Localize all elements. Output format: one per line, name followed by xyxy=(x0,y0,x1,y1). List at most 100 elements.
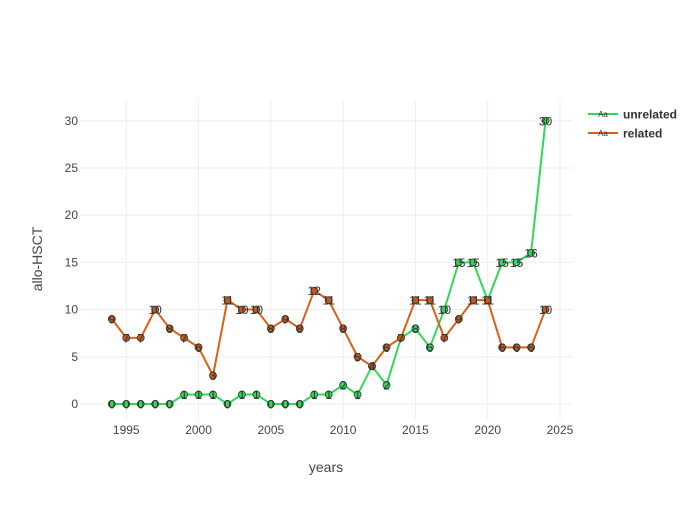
data-point-unrelated[interactable] xyxy=(209,390,217,399)
data-label-related: 11 xyxy=(221,294,234,308)
series-related xyxy=(107,286,550,380)
legend-label-related: related xyxy=(623,127,662,141)
data-point-related[interactable] xyxy=(209,371,217,380)
data-label-unrelated: 1 xyxy=(354,388,361,402)
data-label-unrelated: 0 xyxy=(296,397,303,411)
data-point-unrelated[interactable] xyxy=(223,400,232,408)
data-point-unrelated[interactable] xyxy=(107,400,116,408)
data-point-related[interactable] xyxy=(238,305,246,314)
data-point-related[interactable] xyxy=(425,296,434,305)
data-point-related[interactable] xyxy=(339,324,348,333)
data-point-related[interactable] xyxy=(498,343,507,352)
data-label-related: 11 xyxy=(322,294,335,308)
data-point-unrelated[interactable] xyxy=(310,390,319,399)
data-point-related[interactable] xyxy=(266,324,275,333)
data-point-related[interactable] xyxy=(295,324,304,333)
data-point-unrelated[interactable] xyxy=(165,400,174,408)
data-label-related: 6 xyxy=(499,341,506,355)
data-point-unrelated[interactable] xyxy=(440,305,449,314)
data-label-related: 9 xyxy=(282,312,289,326)
x-axis-title: years xyxy=(309,459,343,475)
legend-marker-related: Aa xyxy=(598,129,608,138)
data-point-related[interactable] xyxy=(180,333,188,342)
legend[interactable]: Aa unrelated Aa related xyxy=(588,108,677,141)
data-point-related[interactable] xyxy=(281,315,290,323)
data-label-related: 11 xyxy=(424,294,437,308)
data-point-related[interactable] xyxy=(324,296,333,305)
data-label-related: 12 xyxy=(308,284,322,298)
data-point-related[interactable] xyxy=(194,343,203,352)
data-point-unrelated[interactable] xyxy=(238,390,246,399)
data-point-related[interactable] xyxy=(541,305,550,314)
data-point-related[interactable] xyxy=(107,315,116,323)
data-label-related: 4 xyxy=(369,360,376,374)
data-point-related[interactable] xyxy=(440,333,449,342)
data-label-related: 7 xyxy=(398,331,405,345)
series-unrelated xyxy=(107,116,550,408)
data-label-related: 6 xyxy=(195,341,202,355)
data-point-unrelated[interactable] xyxy=(454,258,463,267)
data-point-related[interactable] xyxy=(469,296,478,305)
data-label-related: 5 xyxy=(354,350,361,364)
data-point-unrelated[interactable] xyxy=(136,400,145,408)
data-point-unrelated[interactable] xyxy=(122,400,131,408)
data-point-unrelated[interactable] xyxy=(469,258,478,267)
data-point-unrelated[interactable] xyxy=(266,400,275,408)
data-label-unrelated: 1 xyxy=(181,388,188,402)
data-point-unrelated[interactable] xyxy=(180,390,188,399)
data-point-unrelated[interactable] xyxy=(194,390,203,399)
data-point-related[interactable] xyxy=(483,296,492,305)
data-point-unrelated[interactable] xyxy=(541,116,550,125)
data-point-unrelated[interactable] xyxy=(339,381,348,389)
y-tick-label: 10 xyxy=(65,303,79,317)
data-label-unrelated: 15 xyxy=(495,256,509,270)
data-point-related[interactable] xyxy=(151,305,160,314)
data-point-related[interactable] xyxy=(223,296,232,305)
data-label-unrelated: 0 xyxy=(108,397,115,411)
data-point-unrelated[interactable] xyxy=(281,400,290,408)
data-point-related[interactable] xyxy=(310,286,319,295)
data-label-unrelated: 7 xyxy=(398,331,405,345)
data-point-related[interactable] xyxy=(165,324,174,333)
data-point-related[interactable] xyxy=(122,333,131,342)
data-point-unrelated[interactable] xyxy=(411,324,420,333)
y-tick-label: 20 xyxy=(65,208,79,222)
data-label-unrelated: 6 xyxy=(427,341,434,355)
data-label-unrelated: 15 xyxy=(510,256,524,270)
data-point-related[interactable] xyxy=(368,362,376,371)
data-point-unrelated[interactable] xyxy=(527,249,535,257)
data-label-unrelated: 2 xyxy=(340,379,347,393)
data-point-unrelated[interactable] xyxy=(425,343,434,352)
data-label-unrelated: 0 xyxy=(282,397,289,411)
data-point-unrelated[interactable] xyxy=(382,381,391,389)
data-label-unrelated: 1 xyxy=(253,388,260,402)
data-point-related[interactable] xyxy=(527,343,535,352)
data-label-unrelated: 1 xyxy=(311,388,318,402)
data-label-unrelated: 1 xyxy=(195,388,202,402)
data-label-related: 8 xyxy=(166,322,173,336)
data-point-related[interactable] xyxy=(136,333,145,342)
data-point-unrelated[interactable] xyxy=(151,400,160,408)
legend-item-related[interactable]: Aa related xyxy=(588,127,662,141)
y-tick-label: 25 xyxy=(65,161,79,175)
data-point-unrelated[interactable] xyxy=(512,258,521,267)
data-label-related: 6 xyxy=(383,341,390,355)
data-point-related[interactable] xyxy=(397,333,405,342)
data-point-related[interactable] xyxy=(252,305,261,314)
data-label-unrelated: 0 xyxy=(152,397,159,411)
data-label-unrelated: 2 xyxy=(383,379,390,393)
data-point-related[interactable] xyxy=(353,352,362,361)
data-point-related[interactable] xyxy=(411,296,420,305)
data-point-related[interactable] xyxy=(454,315,463,323)
data-label-unrelated: 1 xyxy=(210,388,217,402)
data-point-unrelated[interactable] xyxy=(353,390,362,399)
data-point-unrelated[interactable] xyxy=(252,390,261,399)
data-point-unrelated[interactable] xyxy=(324,390,333,399)
data-point-related[interactable] xyxy=(382,343,391,352)
data-point-unrelated[interactable] xyxy=(295,400,304,408)
legend-item-unrelated[interactable]: Aa unrelated xyxy=(588,108,677,122)
data-point-related[interactable] xyxy=(512,343,521,352)
data-point-unrelated[interactable] xyxy=(498,258,507,267)
